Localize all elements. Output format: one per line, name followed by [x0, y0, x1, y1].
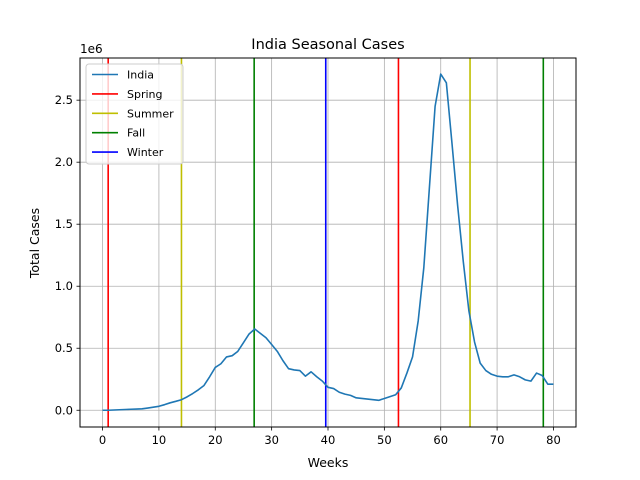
y-tick-label: 1.0 — [55, 279, 73, 293]
x-tick-label: 50 — [377, 433, 392, 447]
y-axis-offset-label: 1e6 — [80, 42, 103, 56]
x-tick-label: 20 — [208, 433, 223, 447]
x-tick-label: 80 — [546, 433, 561, 447]
y-tick-label: 0.5 — [55, 341, 73, 355]
legend-label-summer: Summer — [127, 107, 174, 120]
x-tick-label: 70 — [490, 433, 505, 447]
y-axis-label: Total Cases — [27, 208, 42, 279]
x-tick-label: 10 — [152, 433, 167, 447]
x-axis-ticks: 0 10 20 30 40 50 60 70 80 — [99, 427, 561, 447]
y-tick-label: 2.5 — [55, 93, 73, 107]
x-tick-label: 40 — [321, 433, 336, 447]
grid — [80, 58, 576, 427]
series-group — [102, 73, 554, 412]
legend-label-winter: Winter — [127, 146, 164, 159]
x-tick-label: 0 — [99, 433, 106, 447]
legend-label-spring: Spring — [127, 88, 163, 101]
legend: India Spring Summer Fall Winter — [85, 63, 184, 165]
y-axis-ticks: 0.0 0.5 1.0 1.5 2.0 2.5 — [55, 93, 80, 417]
chart-title: India Seasonal Cases — [251, 37, 404, 53]
legend-box — [85, 63, 184, 165]
y-tick-label: 0.0 — [55, 403, 73, 417]
x-axis-label: Weeks — [308, 455, 349, 470]
x-tick-label: 60 — [433, 433, 448, 447]
y-tick-label: 1.5 — [55, 217, 73, 231]
legend-label-india: India — [127, 69, 154, 82]
legend-label-fall: Fall — [127, 127, 145, 140]
series-line-india — [102, 73, 554, 412]
y-tick-label: 2.0 — [55, 155, 73, 169]
x-tick-label: 30 — [264, 433, 279, 447]
